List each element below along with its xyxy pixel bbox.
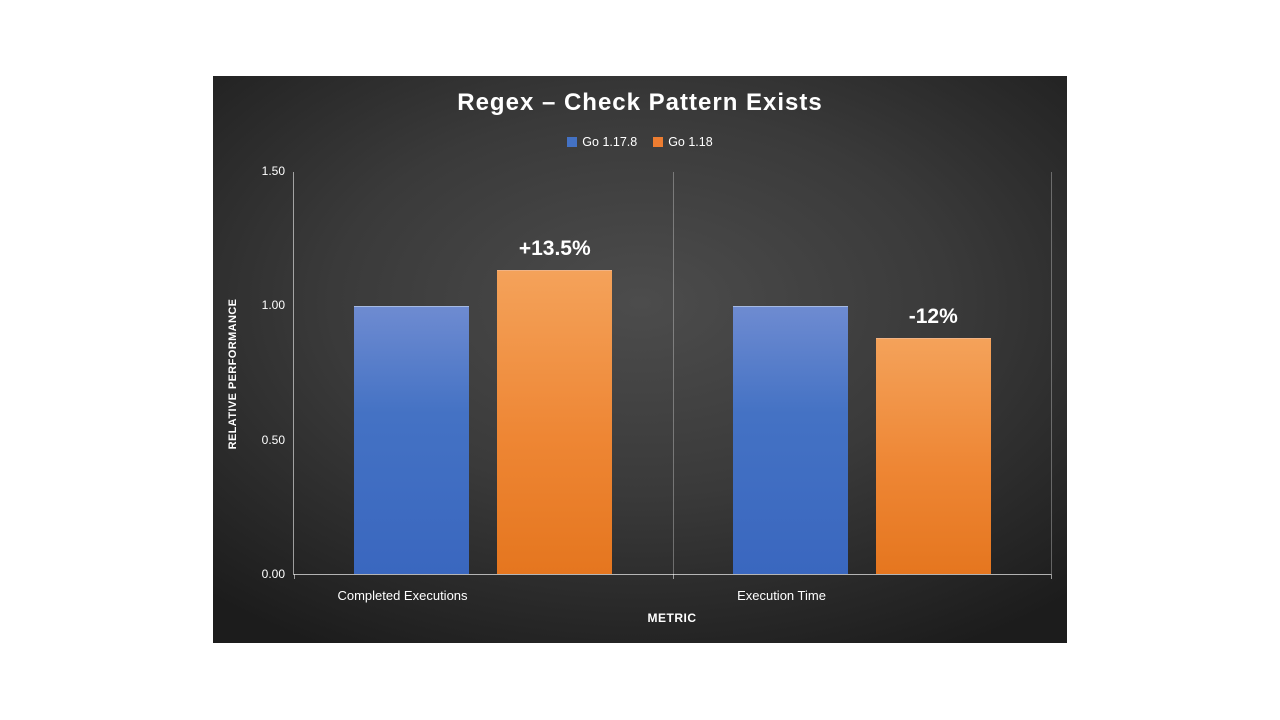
legend: Go 1.17.8 Go 1.18: [213, 135, 1067, 149]
bar-go-1-17-8-completed-executions: [354, 306, 470, 574]
x-axis-tick: [294, 574, 295, 579]
category-boundary-line: [672, 172, 674, 574]
bar-go-1-18-execution-time: -12%: [875, 305, 991, 574]
x-category-completed-executions: Completed Executions: [337, 588, 468, 603]
y-tick-150: 1.50: [261, 164, 285, 178]
legend-label: Go 1.17.8: [582, 135, 638, 149]
chart-title: Regex – Check Pattern Exists: [457, 89, 823, 116]
plot-area: +13.5% -12%: [293, 172, 1052, 579]
bar-group-completed-executions: +13.5%: [294, 172, 673, 574]
legend-swatch-orange: [653, 137, 664, 147]
x-category-execution-time: Execution Time: [737, 588, 826, 603]
x-axis-title: METRIC: [647, 611, 697, 625]
bar-group-execution-time: -12%: [673, 172, 1052, 574]
legend-swatch-blue: [567, 137, 578, 147]
y-tick-100: 1.00: [261, 298, 285, 312]
legend-item-go-1-17-8: Go 1.17.8: [567, 135, 637, 149]
data-label-minus-12-percent: -12%: [908, 305, 958, 329]
y-tick-000: 0.00: [261, 567, 285, 581]
y-axis-title: RELATIVE PERFORMANCE: [227, 298, 239, 450]
x-axis-tick: [672, 574, 674, 579]
bar-go-1-17-8-execution-time: [732, 306, 848, 574]
y-tick-050: 0.50: [261, 433, 285, 447]
bar-chart: Regex – Check Pattern Exists Go 1.17.8 G…: [213, 76, 1067, 643]
legend-label: Go 1.18: [668, 135, 713, 149]
plot-right-border-line: [1051, 172, 1052, 574]
bar-go-1-18-completed-executions: +13.5%: [497, 237, 613, 574]
data-label-plus-13-5-percent: +13.5%: [518, 236, 591, 260]
legend-item-go-1-18: Go 1.18: [653, 135, 713, 149]
x-axis-tick: [1051, 574, 1052, 579]
